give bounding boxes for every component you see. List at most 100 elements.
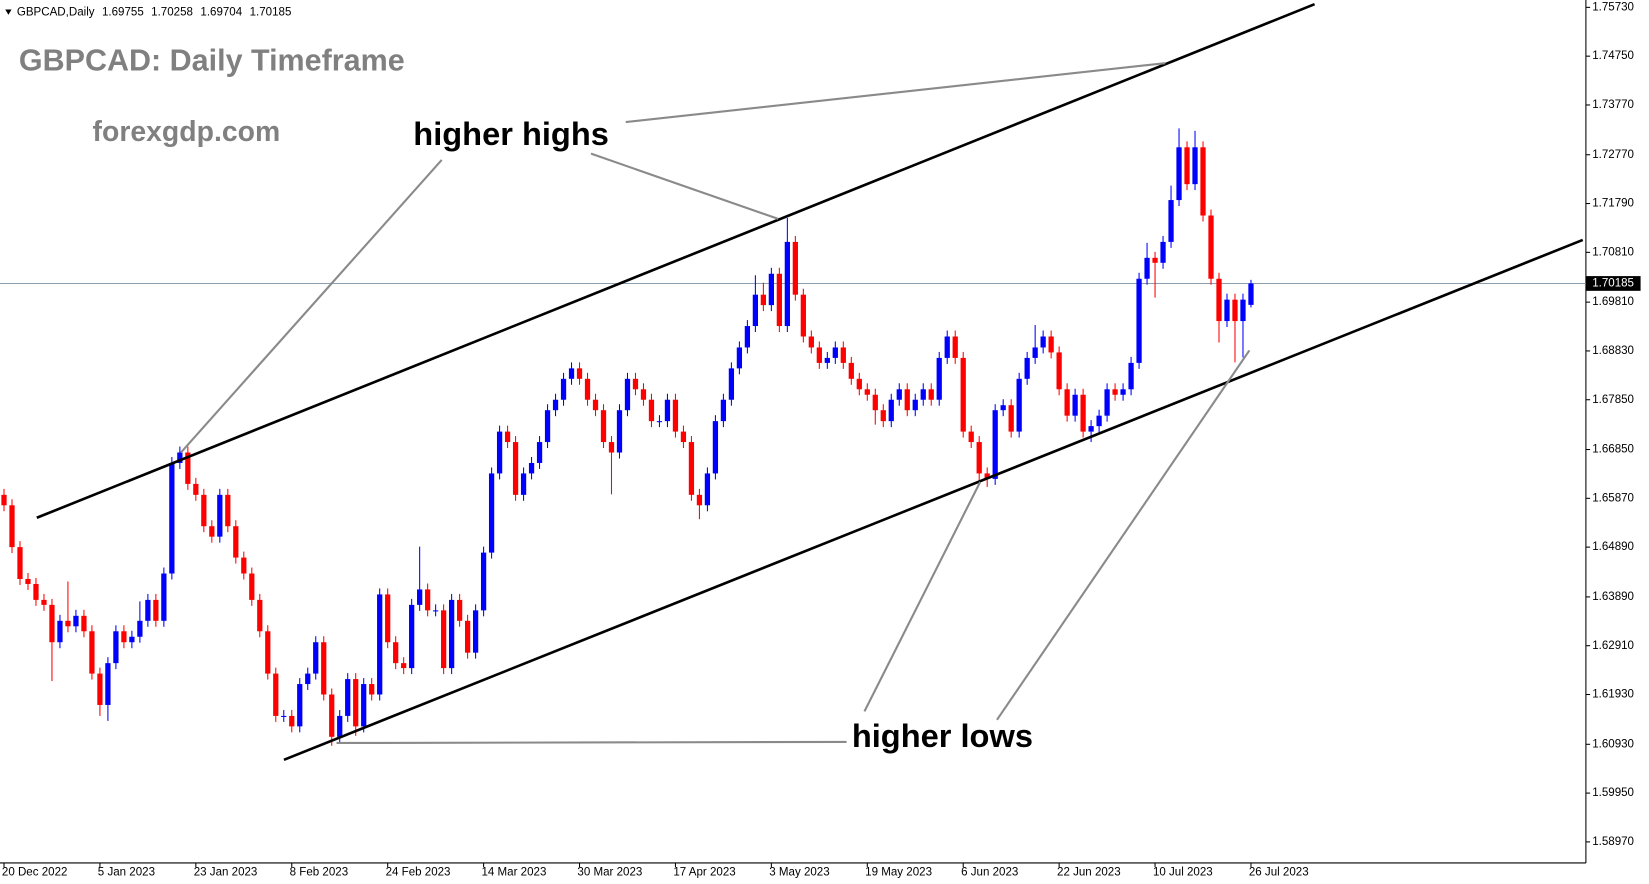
candle-body: [672, 399, 679, 432]
x-tick-label: 19 May 2023: [865, 866, 932, 878]
candle-body: [217, 494, 223, 537]
current-price-label: 1.70185: [1592, 278, 1634, 290]
y-tick-label: 1.61930: [1592, 689, 1634, 701]
candle-body: [169, 462, 175, 574]
candle-body: [1008, 405, 1014, 432]
candle-body: [1168, 200, 1174, 242]
open-value: 1.69755: [102, 7, 144, 19]
y-tick-label: 1.59950: [1592, 787, 1634, 799]
candle-body: [808, 336, 814, 348]
candle-body: [433, 610, 439, 612]
candle-body: [1208, 215, 1214, 279]
candle-body: [536, 442, 543, 463]
candle-body: [289, 715, 295, 727]
candle-body: [1248, 283, 1254, 305]
candle-body: [241, 557, 247, 574]
low-value: 1.69704: [200, 7, 242, 19]
candle-body: [1240, 299, 1246, 322]
candle-body: [17, 547, 23, 579]
candle-body: [720, 399, 727, 422]
candle-body: [129, 636, 135, 643]
candle-body: [193, 483, 199, 495]
candle-body: [656, 421, 663, 423]
candle-body: [417, 589, 423, 605]
x-tick-label: 8 Feb 2023: [290, 866, 348, 878]
candle-body: [425, 589, 431, 611]
pointer-line: [180, 159, 443, 454]
y-tick-label: 1.73770: [1592, 99, 1634, 111]
candle-body: [1032, 347, 1038, 358]
candle-body: [912, 399, 918, 411]
upper-trend-line: [36, 2, 1316, 519]
candle-body: [664, 399, 671, 422]
candle-body: [968, 431, 974, 443]
header-info: GBPCAD,Daily 1.69755 1.70258 1.69704 1.7…: [17, 7, 292, 19]
candle-body: [768, 273, 774, 306]
y-tick-label: 1.74750: [1592, 50, 1634, 62]
y-tick-label: 1.63890: [1592, 591, 1634, 603]
x-tick-label: 22 Jun 2023: [1057, 866, 1121, 878]
candle-body: [800, 294, 806, 337]
candle-body: [992, 410, 998, 479]
candle-body: [209, 526, 215, 537]
candle-body: [89, 631, 95, 674]
menu-triangle: [5, 9, 12, 15]
candle-body: [904, 389, 910, 411]
candle-body: [832, 347, 838, 358]
x-tick-label: 10 Jul 2023: [1153, 866, 1213, 878]
candle-body: [1152, 257, 1158, 263]
candle-body: [592, 399, 599, 411]
candle-body: [1088, 426, 1094, 432]
candle-body: [520, 473, 527, 495]
pointer-line: [625, 62, 1166, 124]
candle-body: [353, 679, 359, 727]
x-tick-label: 17 Apr 2023: [673, 866, 735, 878]
candle-body: [161, 573, 167, 621]
y-tick-label: 1.66850: [1592, 444, 1634, 456]
y-tick-label: 1.68830: [1592, 345, 1634, 357]
candle-body: [960, 357, 966, 432]
x-tick-label: 20 Dec 2022: [2, 866, 68, 878]
candle-body: [528, 462, 535, 474]
candle-body: [712, 421, 719, 474]
candle-body: [1112, 389, 1118, 395]
candle-body: [1192, 147, 1198, 185]
candle-body: [896, 389, 902, 400]
candle-body: [760, 294, 767, 306]
x-tick-label: 14 Mar 2023: [482, 866, 547, 878]
candle-body: [944, 336, 950, 358]
candle-body: [321, 642, 327, 695]
candle-body: [856, 378, 862, 390]
candle-body: [1136, 278, 1142, 363]
candle-body: [1232, 299, 1238, 322]
candle-body: [1104, 389, 1110, 416]
high-value: 1.70258: [151, 7, 193, 19]
y-tick-label: 1.60930: [1592, 738, 1634, 750]
candle-body: [728, 368, 735, 400]
candle-body: [65, 620, 71, 627]
candle-body: [401, 663, 407, 669]
candle-body: [816, 347, 822, 363]
candle-body: [1184, 147, 1190, 185]
candle-body: [1072, 394, 1078, 416]
candles: [1, 128, 1254, 746]
candle-body: [121, 631, 127, 643]
candle-body: [1064, 389, 1070, 416]
candle-body: [57, 620, 63, 643]
candle-body: [361, 684, 367, 727]
candle-body: [137, 620, 143, 637]
candle-body: [648, 399, 655, 422]
candle-body: [776, 273, 782, 327]
candle-body: [1200, 147, 1206, 216]
candle-body: [976, 442, 982, 474]
y-tick-label: 1.75730: [1592, 1, 1634, 13]
pointer-line: [336, 740, 847, 745]
x-tick-label: 5 Jan 2023: [98, 866, 155, 878]
candle-body: [105, 663, 111, 705]
candle-body: [584, 378, 591, 400]
candle-body: [1080, 394, 1086, 432]
candle-body: [504, 431, 511, 443]
candle-body: [369, 684, 375, 695]
